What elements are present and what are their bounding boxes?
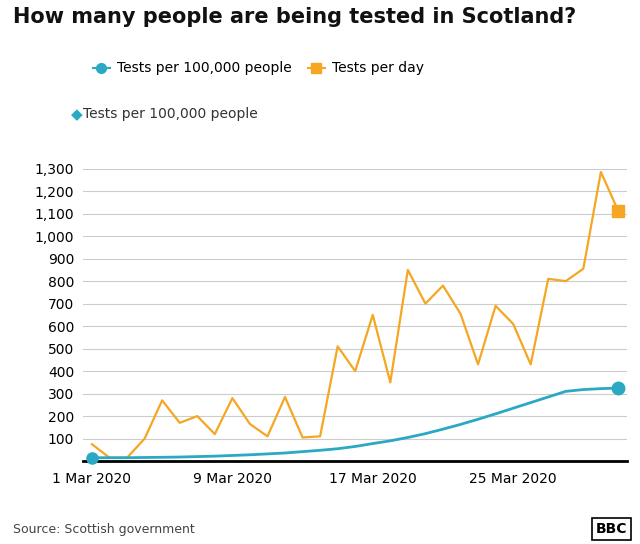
Text: Tests per 100,000 people: Tests per 100,000 people <box>83 107 258 121</box>
Text: BBC: BBC <box>596 522 627 536</box>
Text: Source: Scottish government: Source: Scottish government <box>13 523 195 536</box>
Text: ◆: ◆ <box>72 107 83 122</box>
Legend: Tests per 100,000 people, Tests per day: Tests per 100,000 people, Tests per day <box>88 56 429 81</box>
Text: How many people are being tested in Scotland?: How many people are being tested in Scot… <box>13 7 576 27</box>
